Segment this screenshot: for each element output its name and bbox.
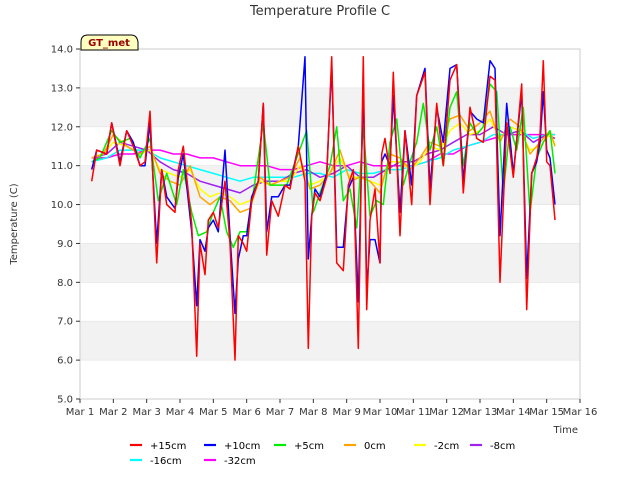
legend-label: +5cm (294, 441, 324, 452)
chart-legend: +15cm +10cm +5cm 0cm -2cm -8cm -16cm -32cm (130, 441, 515, 467)
chart-title: Temperature Profile C (249, 4, 390, 19)
x-tick-label: Mar 14 (496, 407, 531, 418)
y-tick-label: 11.0 (51, 161, 73, 172)
gt-met-badge: GT_met (80, 34, 139, 51)
x-tick-label: Mar 6 (232, 407, 260, 418)
legend-label: -16cm (150, 456, 182, 467)
grid-band (79, 243, 581, 283)
grid-band (79, 204, 581, 244)
y-tick-label: 7.0 (57, 317, 73, 328)
x-tick-label: Mar 9 (332, 407, 360, 418)
x-tick-label: Mar 10 (363, 407, 398, 418)
gt-met-badge-label: GT_met (88, 38, 130, 49)
x-tick-label: Mar 12 (429, 407, 464, 418)
plot-bands (79, 48, 581, 400)
legend-item: +5cm (274, 441, 324, 452)
x-tick-label: Mar 8 (299, 407, 327, 418)
x-tick-label: Mar 3 (132, 407, 160, 418)
y-tick-label: 12.0 (51, 122, 73, 133)
legend-item: -2cm (414, 441, 459, 452)
x-tick-label: Mar 4 (166, 407, 194, 418)
legend-label: +15cm (150, 441, 186, 452)
series-line-plus15cm (90, 56, 556, 361)
legend-item: -16cm (130, 456, 182, 467)
legend-label: +10cm (224, 441, 260, 452)
series-lines (90, 56, 556, 361)
plot-frame (79, 48, 581, 400)
x-tick-label: Mar 16 (563, 407, 598, 418)
grid-band (79, 359, 581, 400)
legend-item: 0cm (344, 441, 386, 452)
y-tick-label: 5.0 (57, 395, 73, 406)
legend-label: -2cm (434, 441, 459, 452)
grid-band (79, 320, 581, 361)
y-axis-label: Temperature (C) (9, 183, 20, 265)
legend-item: -8cm (470, 441, 515, 452)
x-tick-label: Mar 1 (66, 407, 94, 418)
x-tick-label: Mar 13 (463, 407, 498, 418)
y-tick-label: 9.0 (57, 239, 73, 250)
y-tick-label: 6.0 (57, 356, 73, 367)
legend-label: -32cm (224, 456, 256, 467)
legend-item: +10cm (204, 441, 260, 452)
legend-label: 0cm (364, 441, 386, 452)
legend-item: -32cm (204, 456, 256, 467)
x-tick-label: Mar 2 (99, 407, 127, 418)
legend-item: +15cm (130, 441, 186, 452)
legend-label: -8cm (490, 441, 515, 452)
y-tick-label: 8.0 (57, 278, 73, 289)
y-tick-label: 13.0 (51, 83, 73, 94)
x-tick-label: Mar 15 (529, 407, 564, 418)
grid-band (79, 282, 581, 322)
x-axis-label: Time (553, 425, 578, 436)
y-tick-label: 10.0 (51, 200, 73, 211)
x-tick-label: Mar 11 (396, 407, 431, 418)
x-axis-ticks: Mar 1 Mar 2 Mar 3 Mar 4 Mar 5 Mar 6 Mar 7 Mar 8… (66, 399, 598, 418)
y-axis-ticks: 5.0 6.0 7.0 8.0 9.0 10.0 11.0 12.0 13.0 14.0 (51, 45, 80, 406)
x-tick-label: Mar 5 (199, 407, 227, 418)
x-tick-label: Mar 7 (266, 407, 294, 418)
y-tick-label: 14.0 (51, 45, 73, 56)
